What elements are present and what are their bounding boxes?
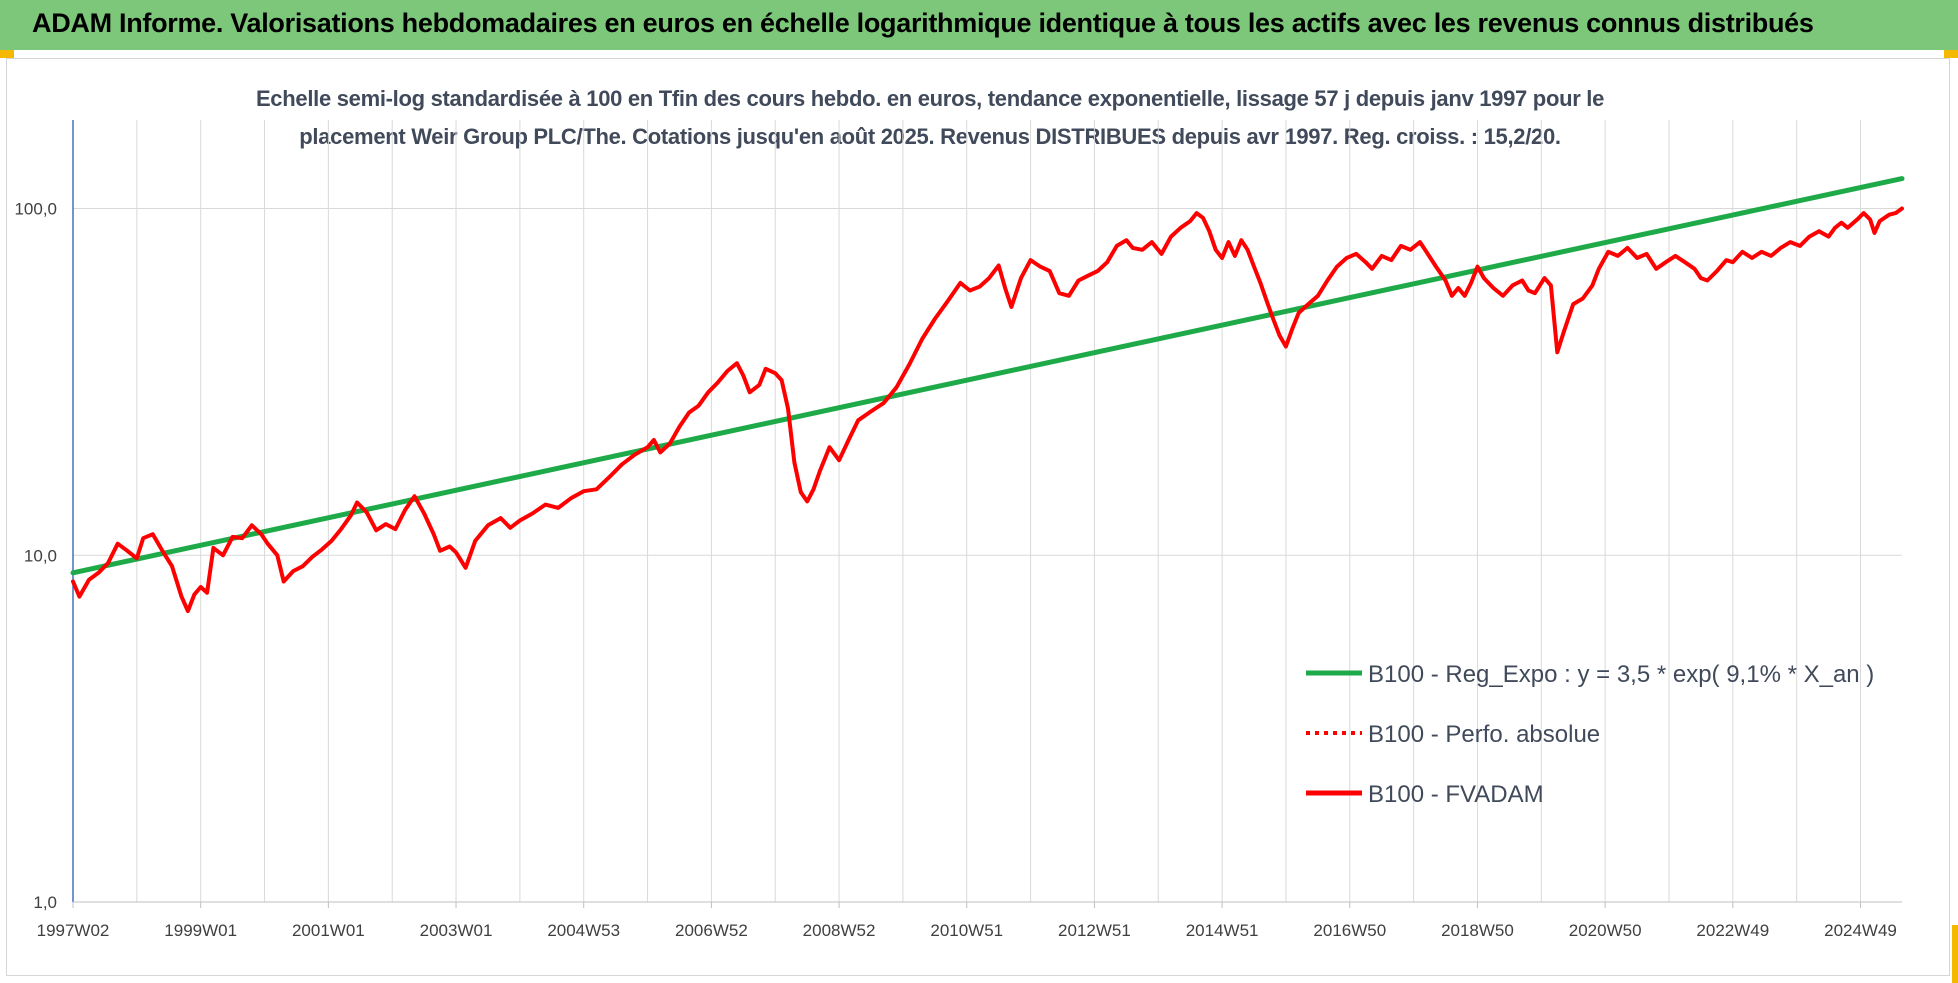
header-bar (0, 0, 1958, 50)
series-line-3 (71, 206, 1904, 614)
x-tick-label: 2001W01 (292, 921, 365, 940)
chart-subtitle-line-1: Echelle semi-log standardisée à 100 en T… (255, 86, 1605, 111)
x-tick-label: 1999W01 (164, 921, 237, 940)
legend: B100 - Reg_Expo : y = 3,5 * exp( 9,1% * … (1306, 661, 1874, 808)
x-tick-label: 2006W52 (675, 921, 748, 940)
x-tick-label: 2008W52 (803, 921, 876, 940)
x-tick-label: 2024W49 (1824, 921, 1897, 940)
page-title: ADAM Informe. Valorisations hebdomadaire… (32, 8, 1814, 38)
corner-accent-bottom-right (1952, 925, 1958, 983)
corner-accent-top-left (0, 50, 14, 58)
x-tick-label: 2018W50 (1441, 921, 1514, 940)
y-tick-label: 100,0 (14, 200, 57, 219)
y-tick-label: 10,0 (24, 546, 57, 565)
x-tick-label: 2012W51 (1058, 921, 1131, 940)
series-layer (70, 176, 1905, 614)
legend-label-1: B100 - Reg_Expo : y = 3,5 * exp( 9,1% * … (1368, 661, 1874, 688)
x-tick-label: 2016W50 (1313, 921, 1386, 940)
series-line-1 (70, 176, 1905, 576)
x-tick-label: 2020W50 (1569, 921, 1642, 940)
axis-layer: 1997W02 1999W01 2001W01 2003W01 2004W53 2006W… (14, 120, 1902, 940)
chart-subtitle-line-2: placement Weir Group PLC/The. Cotations … (299, 124, 1561, 149)
x-tick-label: 2004W53 (547, 921, 620, 940)
y-tick-label: 1,0 (33, 893, 57, 912)
corner-accent-top-right (1944, 50, 1958, 58)
x-tick-label: 1997W02 (37, 921, 110, 940)
x-tick-label: 2022W49 (1696, 921, 1769, 940)
x-tick-label: 2014W51 (1186, 921, 1259, 940)
legend-label-3: B100 - FVADAM (1368, 781, 1544, 808)
legend-label-2: B100 - Perfo. absolue (1368, 721, 1600, 748)
x-tick-label: 2010W51 (930, 921, 1003, 940)
x-tick-label: 2003W01 (420, 921, 493, 940)
chart-frame (6, 58, 1950, 976)
